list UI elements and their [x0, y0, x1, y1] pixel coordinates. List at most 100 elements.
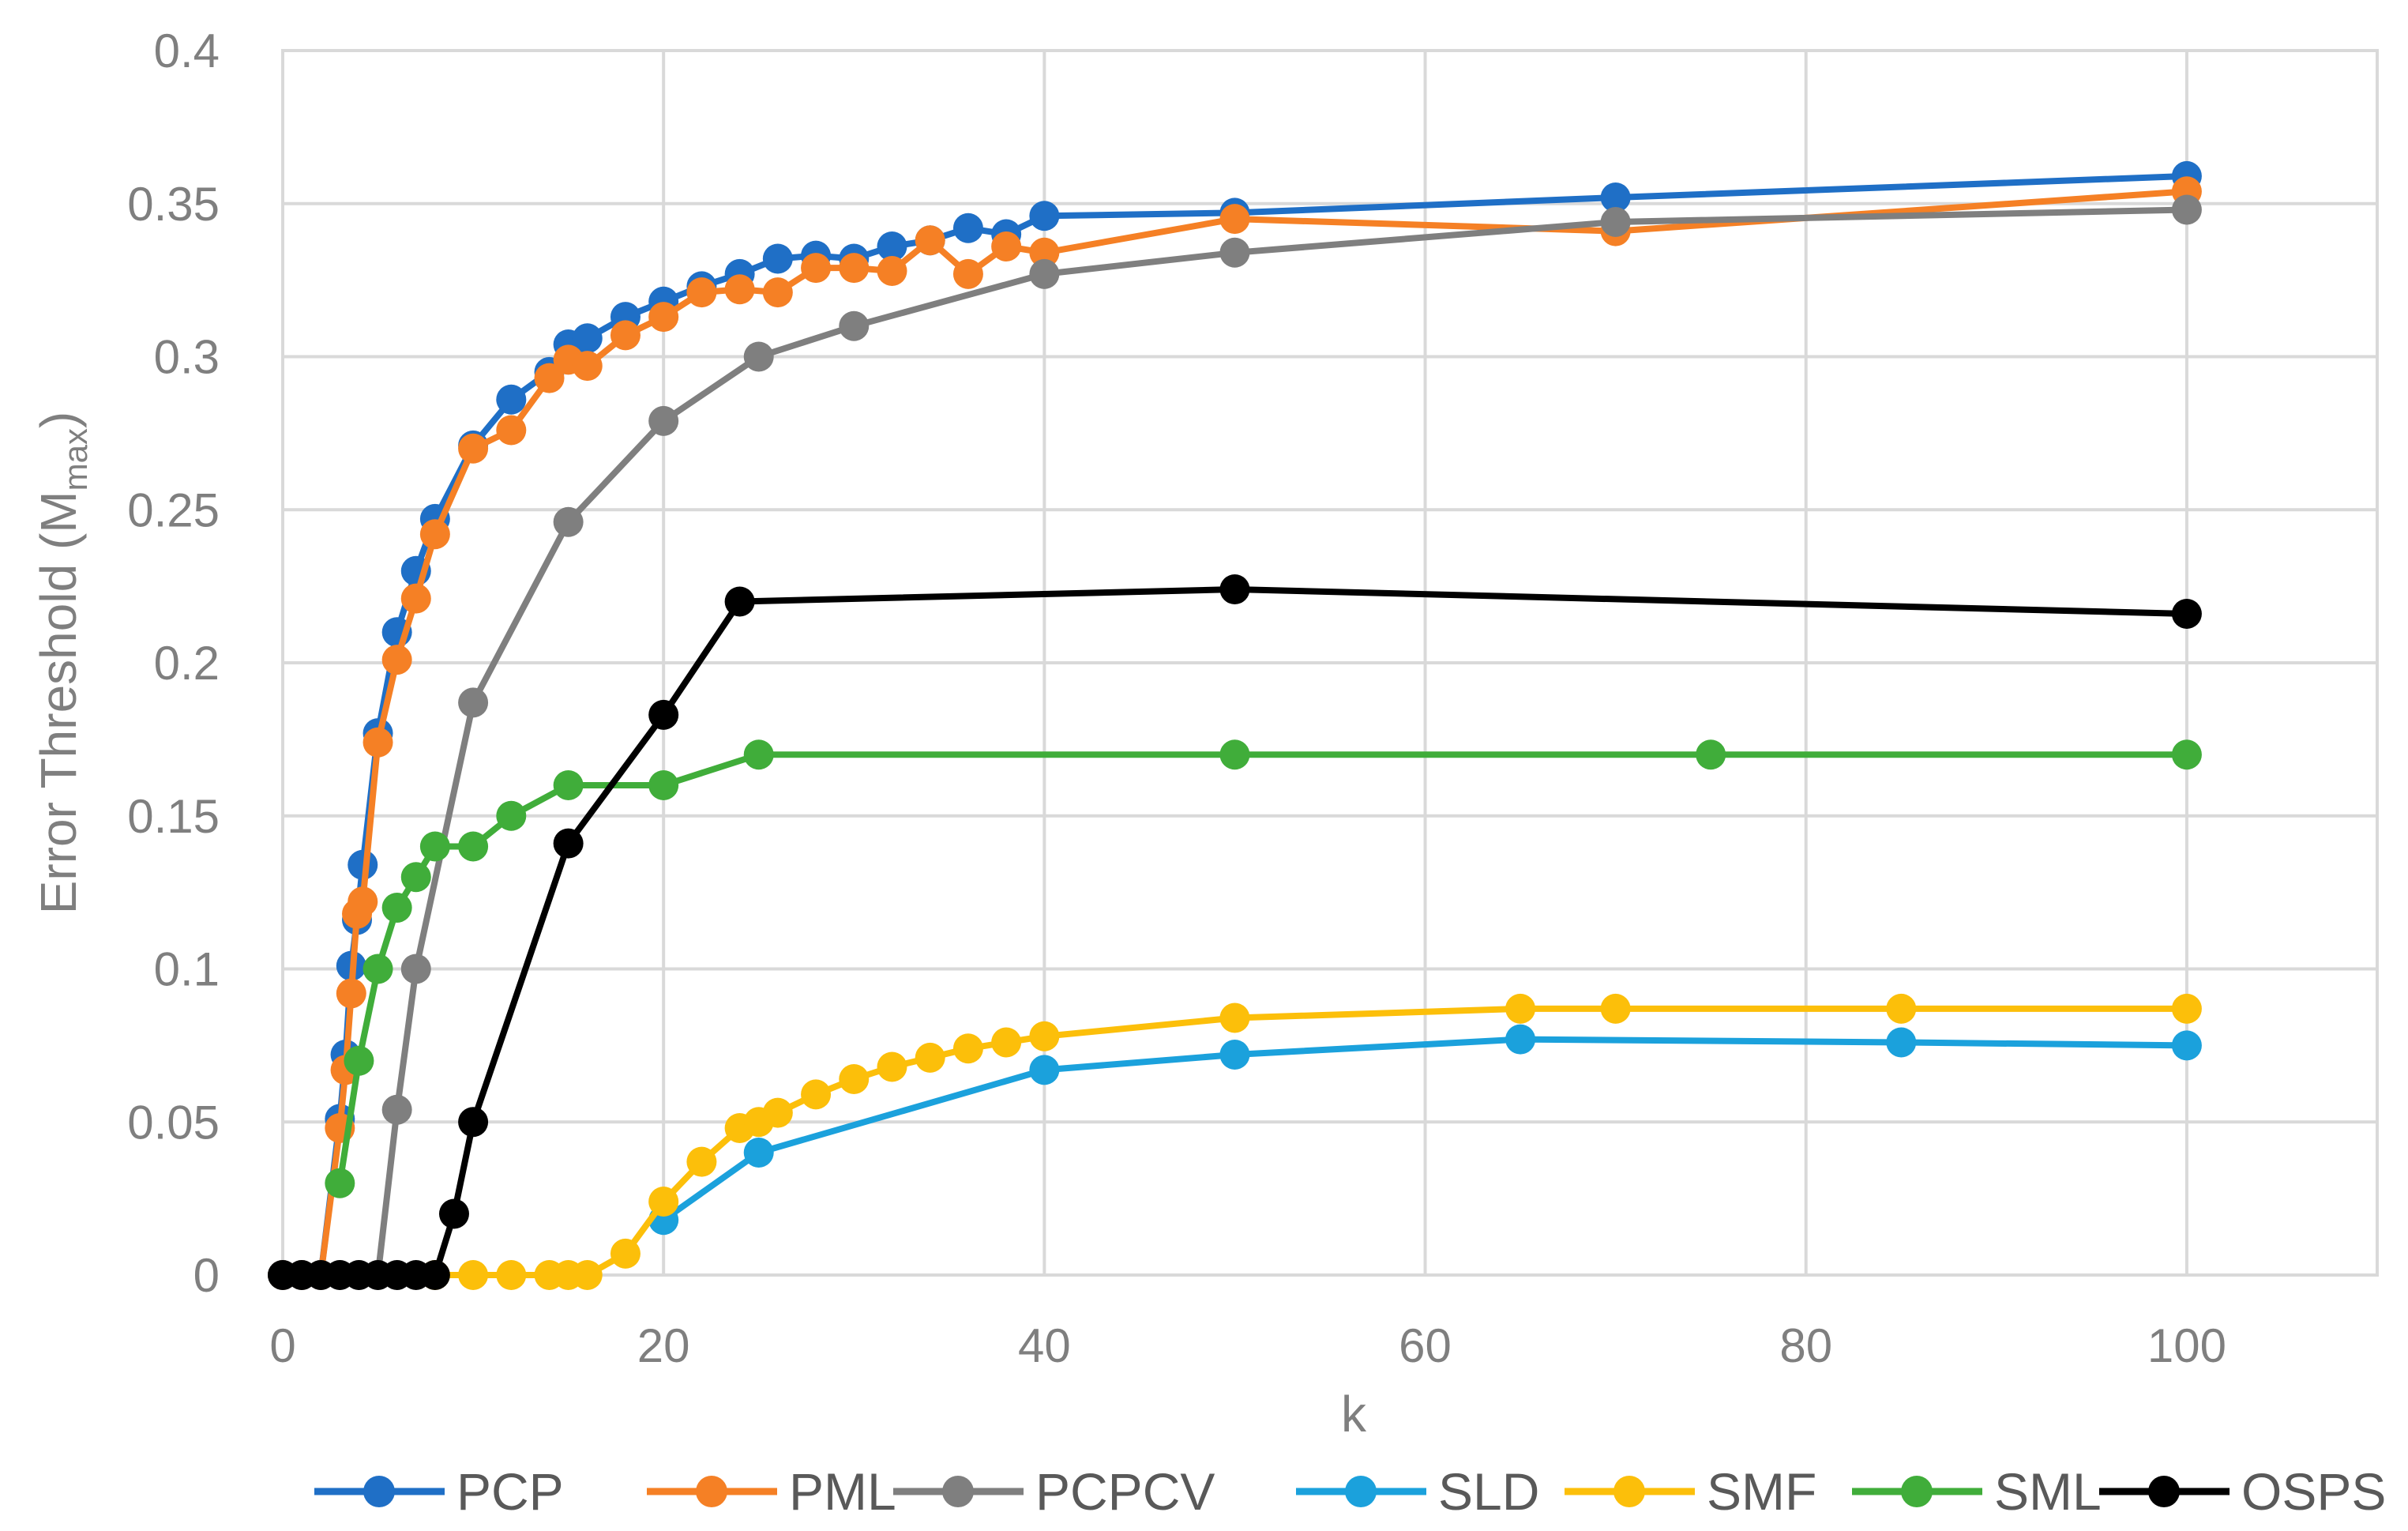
point-sml	[553, 770, 584, 800]
point-sld	[1886, 1027, 1917, 1058]
y-tick-label: 0.3	[154, 331, 220, 384]
point-pcpcv	[400, 954, 431, 984]
x-tick-label: 80	[1779, 1319, 1832, 1372]
point-sml	[363, 954, 393, 984]
series-osps	[268, 574, 2202, 1290]
point-pcpcv	[553, 506, 584, 537]
point-osps	[724, 586, 755, 617]
point-smf	[762, 1097, 793, 1128]
point-pml	[648, 302, 679, 333]
y-axis-title-suffix: )	[30, 412, 87, 428]
legend: PCP PML PCPCV SLD SMF SML OSPS	[314, 1462, 2386, 1521]
point-sml	[400, 862, 431, 893]
point-pml	[534, 363, 565, 393]
series-line-osps	[280, 586, 2190, 1278]
plot-area-border	[281, 49, 2379, 1277]
point-pml	[363, 727, 393, 758]
point-sml	[381, 893, 412, 923]
point-smf	[458, 1260, 489, 1290]
point-smf	[1029, 1021, 1060, 1051]
series-sml	[325, 739, 2202, 1198]
point-pml	[610, 320, 641, 351]
legend-marker-sld	[1345, 1476, 1377, 1507]
point-pml	[1219, 204, 1250, 235]
point-osps	[458, 1107, 489, 1138]
point-sml	[743, 739, 774, 770]
point-pcpcv	[839, 310, 870, 341]
point-osps	[419, 1260, 450, 1290]
point-sml	[1219, 739, 1250, 770]
point-pml	[1029, 237, 1060, 268]
point-pml	[496, 415, 527, 446]
x-tick-label: 100	[2147, 1319, 2226, 1372]
series-sld	[648, 1024, 2202, 1236]
point-pcp	[952, 213, 983, 243]
x-axis-ticks: 0 20 40 60 80 100	[269, 1319, 2226, 1372]
point-pcpcv	[458, 687, 489, 718]
point-smf	[915, 1042, 945, 1073]
point-pml	[400, 583, 431, 614]
point-sld	[1029, 1055, 1060, 1085]
point-pcpcv	[743, 341, 774, 372]
x-tick-label: 20	[637, 1319, 690, 1372]
grid-lines	[281, 49, 2377, 1277]
y-tick-label: 0.25	[127, 483, 220, 536]
point-pcp	[1600, 182, 1631, 213]
point-pcpcv	[1219, 237, 1250, 268]
point-pcp	[496, 384, 527, 415]
point-sml	[344, 1045, 374, 1076]
legend-item-sld: SLD	[1296, 1462, 1539, 1521]
point-smf	[648, 1187, 679, 1217]
point-pcp	[572, 323, 603, 354]
point-sml	[458, 831, 489, 862]
y-tick-label: 0.35	[127, 178, 220, 231]
point-pml	[952, 258, 983, 289]
legend-item-pcpcv: PCPCV	[893, 1462, 1215, 1521]
point-smf	[572, 1260, 603, 1290]
legend-marker-pml	[696, 1476, 727, 1507]
legend-label-sml: SML	[1994, 1462, 2102, 1521]
point-pml	[724, 274, 755, 305]
point-smf	[877, 1051, 907, 1082]
point-sld	[2171, 1030, 2202, 1061]
point-pml	[686, 277, 717, 308]
legend-item-smf: SMF	[1565, 1462, 1816, 1521]
point-smf	[1886, 993, 1917, 1024]
legend-marker-smf	[1613, 1476, 1645, 1507]
point-pml	[572, 351, 603, 382]
x-tick-label: 40	[1018, 1319, 1071, 1372]
point-pml	[839, 253, 870, 284]
point-sml	[1696, 739, 1726, 770]
point-pcpcv	[648, 405, 679, 436]
legend-label-pcp: PCP	[456, 1462, 564, 1521]
point-smf	[952, 1033, 983, 1064]
point-pcp	[877, 231, 907, 261]
point-pml	[762, 277, 793, 308]
point-smf	[686, 1146, 717, 1177]
point-pml	[915, 225, 945, 256]
point-sld	[1505, 1024, 1536, 1055]
point-pml	[801, 253, 832, 284]
x-tick-label: 60	[1399, 1319, 1452, 1372]
legend-marker-pcpcv	[942, 1476, 974, 1507]
point-pcpcv	[2171, 194, 2202, 225]
point-sml	[496, 800, 527, 831]
point-pml	[991, 231, 1022, 261]
point-smf	[991, 1027, 1022, 1058]
legend-label-pcpcv: PCPCV	[1035, 1462, 1215, 1521]
point-sld	[1219, 1040, 1250, 1070]
point-sml	[419, 831, 450, 862]
y-tick-label: 0.4	[154, 24, 220, 77]
point-osps	[438, 1198, 469, 1229]
legend-label-sld: SLD	[1438, 1462, 1539, 1521]
point-pml	[419, 519, 450, 550]
series-smf	[419, 993, 2202, 1290]
point-pcp	[762, 243, 793, 274]
point-smf	[1600, 993, 1631, 1024]
y-axis-title: Error Threshold (Mmax)	[30, 412, 94, 915]
legend-item-sml: SML	[1852, 1462, 2102, 1521]
legend-item-pcp: PCP	[314, 1462, 564, 1521]
point-smf	[1219, 1002, 1250, 1033]
point-pcpcv	[1029, 258, 1060, 289]
point-smf	[610, 1238, 641, 1269]
